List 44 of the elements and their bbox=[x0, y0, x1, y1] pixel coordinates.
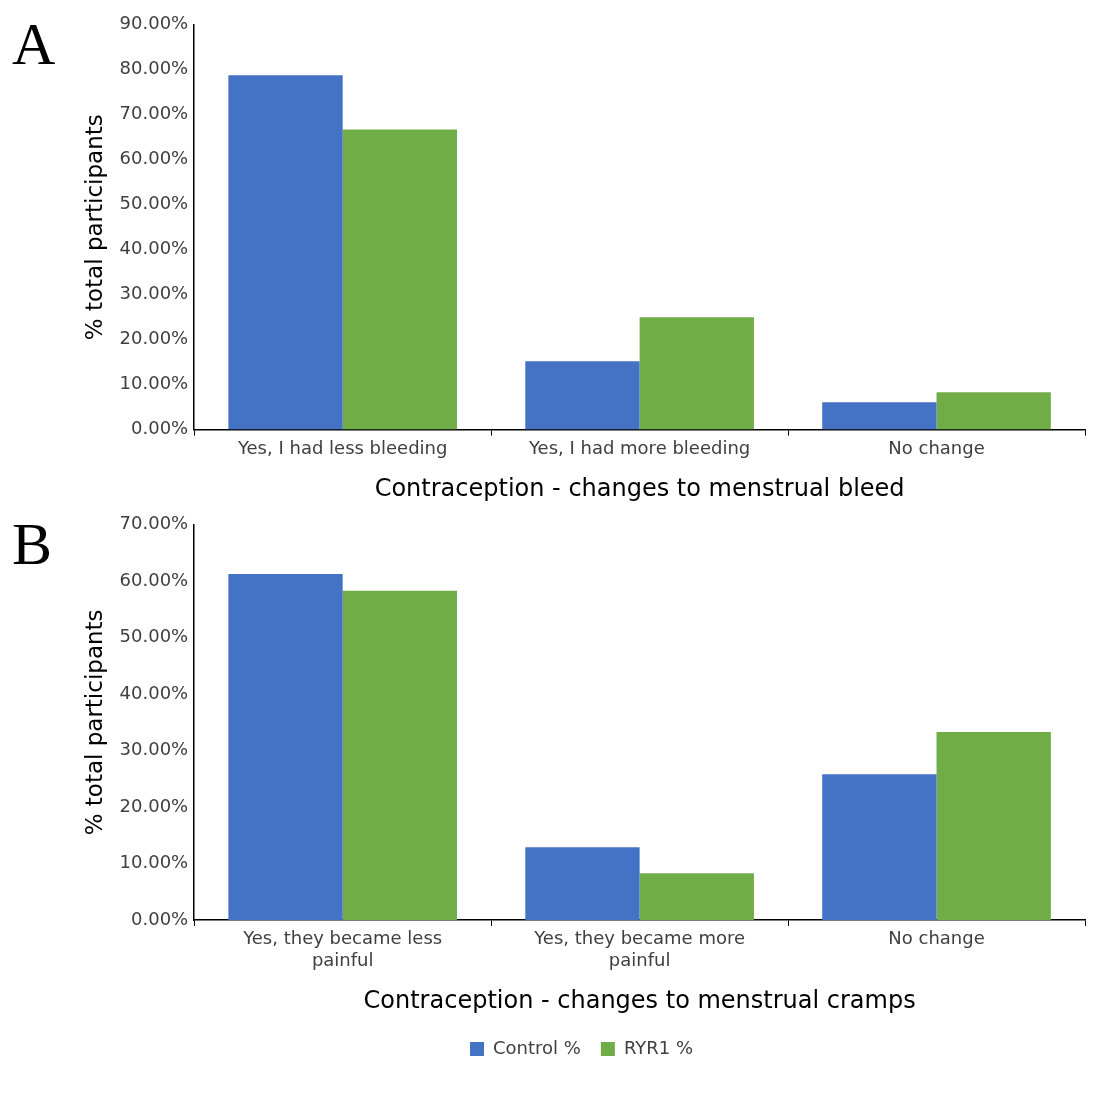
y-tick-label: 50.00% bbox=[119, 192, 189, 214]
bar bbox=[936, 392, 1051, 430]
y-tick-label: 10.00% bbox=[119, 372, 189, 394]
y-axis-title: % total participants bbox=[80, 114, 107, 341]
x-tick-label: No change bbox=[888, 927, 985, 949]
bar bbox=[228, 75, 343, 430]
bar bbox=[639, 317, 754, 430]
x-tick-label: Yes, they became less painful bbox=[242, 927, 443, 971]
legend-label: Control % bbox=[492, 1036, 581, 1058]
y-tick-label: 90.00% bbox=[119, 12, 189, 34]
y-tick-label: 0.00% bbox=[131, 907, 189, 929]
y-tick-label: 60.00% bbox=[119, 147, 189, 169]
bar bbox=[342, 590, 458, 920]
y-axis-title: % total participants bbox=[80, 609, 107, 836]
y-tick-label: 80.00% bbox=[119, 57, 189, 79]
y-tick-label: 30.00% bbox=[119, 282, 189, 304]
bar bbox=[936, 732, 1051, 920]
bar bbox=[525, 361, 640, 430]
y-tick-label: 20.00% bbox=[119, 327, 189, 349]
y-tick-label: 40.00% bbox=[119, 237, 189, 259]
y-tick-label: 10.00% bbox=[119, 851, 189, 873]
text: A bbox=[12, 10, 56, 79]
legend-label: RYR1 % bbox=[623, 1036, 694, 1058]
bar bbox=[822, 402, 937, 430]
x-tick-label: Yes, I had more bleeding bbox=[527, 437, 751, 459]
x-tick-label: Yes, I had less bleeding bbox=[236, 437, 448, 459]
bar bbox=[228, 573, 343, 920]
y-tick-label: 20.00% bbox=[119, 794, 189, 816]
y-tick-label: 60.00% bbox=[119, 568, 189, 590]
x-axis-title: Contraception - changes to menstrual bleed bbox=[374, 473, 905, 502]
bar bbox=[525, 847, 640, 920]
x-tick-label: Yes, they became more painful bbox=[533, 927, 746, 971]
x-axis-title: Contraception - changes to menstrual cramps bbox=[363, 985, 916, 1014]
y-tick-label: 70.00% bbox=[119, 102, 189, 124]
y-tick-label: 40.00% bbox=[119, 681, 189, 703]
y-tick-label: 0.00% bbox=[131, 417, 189, 439]
x-tick-label: No change bbox=[888, 437, 985, 459]
bar bbox=[639, 873, 754, 920]
text: B bbox=[12, 510, 53, 579]
bar bbox=[342, 129, 458, 430]
y-tick-label: 70.00% bbox=[119, 512, 189, 534]
y-tick-label: 50.00% bbox=[119, 625, 189, 647]
bar bbox=[822, 774, 937, 920]
y-tick-label: 30.00% bbox=[119, 738, 189, 760]
